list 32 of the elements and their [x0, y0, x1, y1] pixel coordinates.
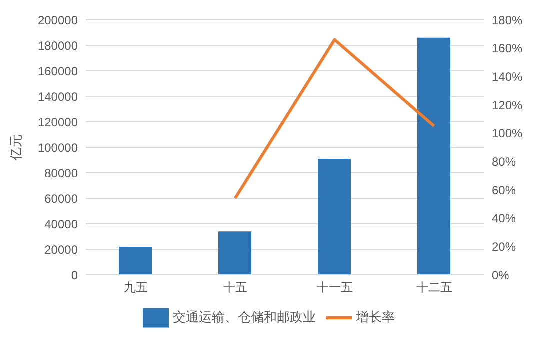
y-tick-label: 60000	[44, 192, 78, 206]
y-tick-label: 100000	[38, 140, 78, 155]
y-tick-label: 0	[71, 268, 78, 282]
y-tick-label: 120000	[38, 115, 78, 130]
y2-tick-label: 20%	[492, 240, 516, 254]
y2-tick-label: 80%	[492, 154, 516, 169]
y-axis-title: 亿元	[8, 134, 24, 162]
y-tick-label: 200000	[38, 13, 78, 28]
bar	[418, 38, 450, 275]
y-tick-label: 40000	[44, 217, 78, 232]
bar	[318, 158, 351, 275]
legend-label: 交通运输、仓储和邮政业	[173, 309, 316, 324]
y2-tick-label: 60%	[492, 183, 516, 198]
x-tick-label: 十一五	[316, 280, 353, 295]
y-tick-label: 180000	[38, 38, 78, 53]
y-tick-label: 80000	[44, 166, 78, 180]
legend-label: 增长率	[356, 309, 395, 324]
x-tick-label: 九五	[124, 280, 148, 295]
y2-tick-label: 120%	[492, 98, 524, 112]
bar	[218, 232, 252, 275]
y2-tick-label: 160%	[492, 42, 524, 56]
y-tick-label: 140000	[38, 90, 78, 104]
y2-tick-label: 40%	[492, 212, 516, 226]
y-tick-label: 20000	[44, 242, 78, 257]
x-tick-label: 十二五	[416, 280, 452, 295]
bar	[119, 246, 152, 275]
y2-tick-label: 140%	[492, 70, 524, 84]
y2-tick-label: 180%	[492, 13, 524, 28]
x-tick-label: 十五	[223, 280, 248, 295]
y2-tick-label: 100%	[492, 126, 524, 141]
y-tick-label: 160000	[38, 64, 78, 78]
y2-tick-label: 0%	[492, 268, 510, 282]
